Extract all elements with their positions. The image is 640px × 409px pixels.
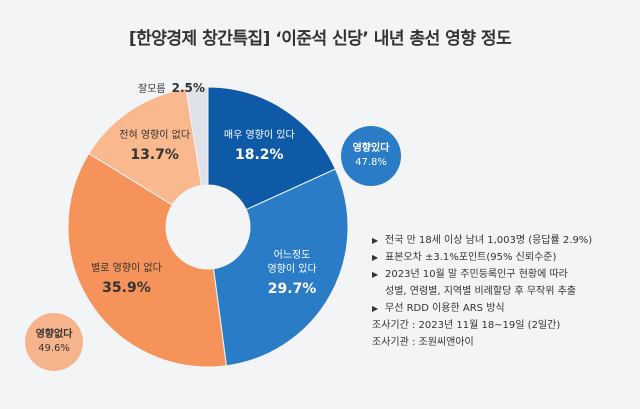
slice-label-text: 별로 영향이 없다 — [91, 262, 162, 274]
triangle-right-icon: ▶ — [372, 253, 379, 262]
pie-slice-not-at-all — [88, 88, 203, 206]
note-text: 전국 만 18세 이상 남녀 1,003명 (응답률 2.9%) — [385, 235, 593, 246]
note-text: 조사기관 : 조원씨앤아이 — [372, 337, 474, 348]
unknown-label: 잘모름 2.5% — [138, 80, 205, 95]
note-line: 성별, 연령별, 지역별 비례할당 후 무작위 추출 — [372, 283, 634, 300]
slice-label-text: 매우 영향이 있다 — [223, 130, 295, 142]
slice-label-text: 전혀 영향이 없다 — [119, 130, 191, 142]
note-line: 조사기관 : 조원씨앤아이 — [372, 334, 634, 351]
survey-notes: ▶ 전국 만 18세 이상 남녀 1,003명 (응답률 2.9%) ▶ 표본오차 … — [372, 232, 634, 351]
group-bubble-no-label: 영향없다 — [35, 329, 73, 340]
pie-slice-not-much — [67, 152, 227, 368]
unknown-label-text: 잘모름 — [138, 84, 166, 95]
pie-slice-very-much — [207, 86, 337, 211]
group-bubble-yes-label: 영향있다 — [352, 143, 390, 154]
note-text: 조사기간 : 2023년 11월 18~19일 (2일간) — [372, 320, 561, 331]
note-text: 무선 RDD 이용한 ARS 방식 — [385, 303, 505, 314]
group-bubble-no-value: 49.6% — [38, 343, 70, 354]
triangle-right-icon: ▶ — [372, 236, 379, 245]
unknown-label-value: 2.5% — [171, 81, 205, 95]
note-text: 표본오차 ±3.1%포인트(95% 신뢰수준) — [385, 252, 557, 263]
triangle-right-icon: ▶ — [372, 304, 379, 313]
slice-label-somewhat: 어느정도 영향이 있다 29.7% — [267, 249, 316, 299]
note-line: 조사기간 : 2023년 11월 18~19일 (2일간) — [372, 317, 634, 334]
slice-label-value: 35.9% — [102, 279, 151, 296]
group-bubble-no: 영향없다 49.6% — [25, 313, 83, 371]
slice-label-very-much: 매우 영향이 있다 18.2% — [224, 129, 295, 165]
slice-label-not-at-all: 전혀 영향이 없다 13.7% — [119, 129, 190, 165]
slice-label-not-much: 별로 영향이 없다 35.9% — [91, 262, 162, 298]
pie-slice-unknown — [185, 86, 209, 187]
slice-label-value: 13.7% — [130, 147, 179, 164]
slice-label-text: 어느정도 영향이 있다 — [267, 249, 317, 275]
chart-title: [한양경제 창간특집] ‘이준석 신당’ 내년 총선 영향 정도 — [128, 29, 512, 49]
note-text: 성별, 연령별, 지역별 비례할당 후 무작위 추출 — [385, 286, 577, 297]
slice-label-value: 18.2% — [235, 147, 284, 164]
pie-slice-somewhat — [212, 168, 349, 367]
note-line: ▶ 2023년 10월 말 주민등록인구 현황에 따라 — [372, 266, 634, 283]
note-line: ▶ 표본오차 ±3.1%포인트(95% 신뢰수준) — [372, 249, 634, 266]
note-text: 2023년 10월 말 주민등록인구 현황에 따라 — [385, 269, 568, 280]
note-line: ▶ 무선 RDD 이용한 ARS 방식 — [372, 300, 634, 317]
note-line: ▶ 전국 만 18세 이상 남녀 1,003명 (응답률 2.9%) — [372, 232, 634, 249]
group-bubble-yes-value: 47.8% — [355, 157, 387, 168]
triangle-right-icon: ▶ — [372, 270, 379, 279]
slice-label-value: 29.7% — [267, 280, 317, 297]
group-bubble-yes: 영향있다 47.8% — [341, 126, 401, 186]
